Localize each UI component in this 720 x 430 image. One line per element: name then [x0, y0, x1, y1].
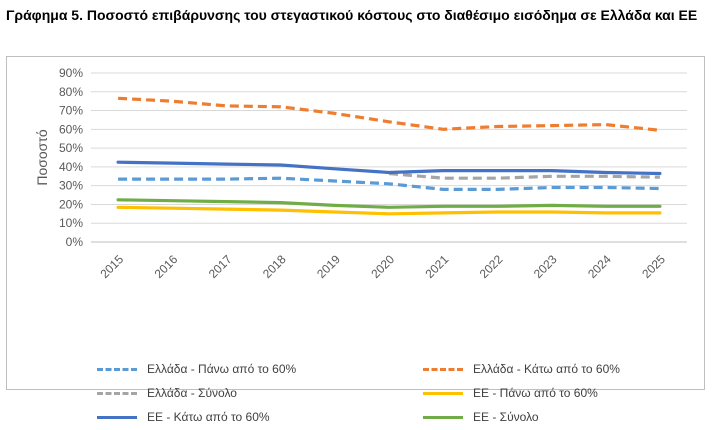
legend-swatch [423, 367, 463, 371]
y-tick-label: 30% [59, 179, 83, 193]
y-tick-label: 0% [66, 235, 84, 249]
legend-label: Ελλάδα - Σύνολο [147, 386, 237, 400]
y-tick-label: 40% [59, 160, 83, 174]
x-tick-label: 2020 [368, 252, 397, 281]
y-tick-label: 50% [59, 141, 83, 155]
x-tick-label: 2015 [97, 252, 126, 281]
chart-title: Γράφημα 5. Ποσοστό επιβάρυνσης του στεγα… [6, 7, 698, 23]
x-tick-label: 2022 [477, 252, 506, 281]
series-line-6 [116, 198, 662, 209]
y-axis-label: Ποσοστό [34, 129, 50, 185]
legend-item: ΕΕ - Σύνολο [423, 408, 539, 426]
series-line-5 [116, 160, 662, 176]
x-tick-label: 2016 [152, 252, 181, 281]
x-tick-label: 2019 [314, 252, 343, 281]
legend-swatch [97, 391, 137, 395]
legend-item: Ελλάδα - Πάνω από το 60% [97, 360, 296, 378]
x-tick-label: 2021 [423, 252, 452, 281]
x-tick-label: 2024 [585, 252, 614, 281]
line-chart: 0% 10% 20% 30% 40% 50% 60% 70% 80% 90% 2015 2016 201… [34, 66, 687, 281]
chart-area: 0% 10% 20% 30% 40% 50% 60% 70% 80% 90% 2015 2016 201… [6, 56, 705, 424]
legend-swatch [97, 415, 137, 419]
legend-label: ΕΕ - Σύνολο [473, 410, 539, 424]
series-line-4 [116, 205, 662, 216]
y-tick-label: 60% [59, 122, 83, 136]
x-tick-label: 2025 [639, 252, 668, 281]
y-tick-label: 80% [59, 85, 83, 99]
legend-label: Ελλάδα - Πάνω από το 60% [147, 362, 297, 376]
y-tick-label: 20% [59, 197, 83, 211]
y-tick-label: 90% [59, 66, 83, 80]
legend-item: Ελλάδα - Κάτω από το 60% [423, 360, 620, 378]
legend-label: ΕΕ - Πάνω από το 60% [473, 386, 598, 400]
x-tick-label: 2018 [260, 252, 289, 281]
legend-swatch [97, 367, 137, 371]
legend-item: ΕΕ - Πάνω από το 60% [423, 384, 598, 402]
legend-item: Ελλάδα - Σύνολο [97, 384, 237, 402]
series-line-2 [118, 96, 661, 132]
legend-swatch [423, 415, 463, 419]
x-tick-label: 2023 [531, 252, 560, 281]
legend-label: Ελλάδα - Κάτω από το 60% [473, 362, 620, 376]
series-line-1 [118, 176, 660, 191]
x-tick-label: 2017 [206, 252, 235, 281]
legend-swatch [423, 391, 463, 395]
legend-item: ΕΕ - Κάτω από το 60% [97, 408, 270, 426]
legend-label: ΕΕ - Κάτω από το 60% [147, 410, 270, 424]
y-tick-label: 10% [59, 216, 83, 230]
y-tick-label: 70% [59, 104, 83, 118]
series-line-3 [388, 171, 660, 180]
chart-legend: Ελλάδα - Πάνω από το 60% Ελλάδα - Κάτω απ… [97, 360, 697, 430]
